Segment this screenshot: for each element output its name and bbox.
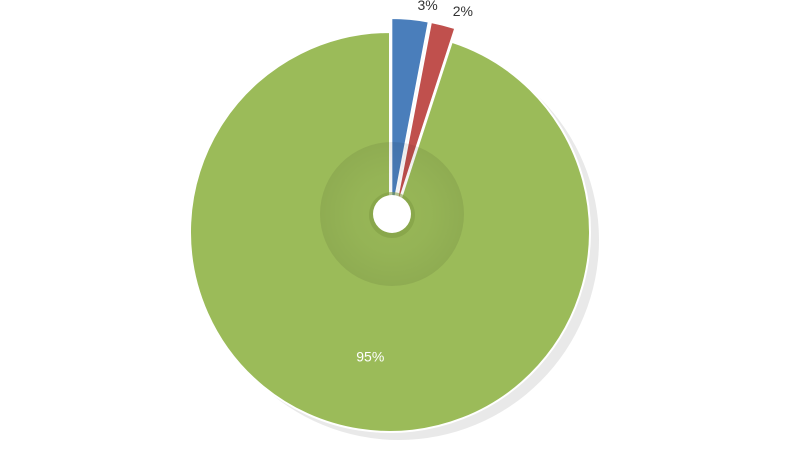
pie-center-overlay (320, 142, 464, 286)
pie-center-hole (373, 195, 411, 233)
pie-label-2-percent: 2% (453, 3, 473, 19)
pie-labels: 3% 2% 95% (356, 0, 473, 364)
pie-label-3-percent: 3% (417, 0, 437, 13)
pie-label-95-percent: 95% (356, 348, 384, 364)
